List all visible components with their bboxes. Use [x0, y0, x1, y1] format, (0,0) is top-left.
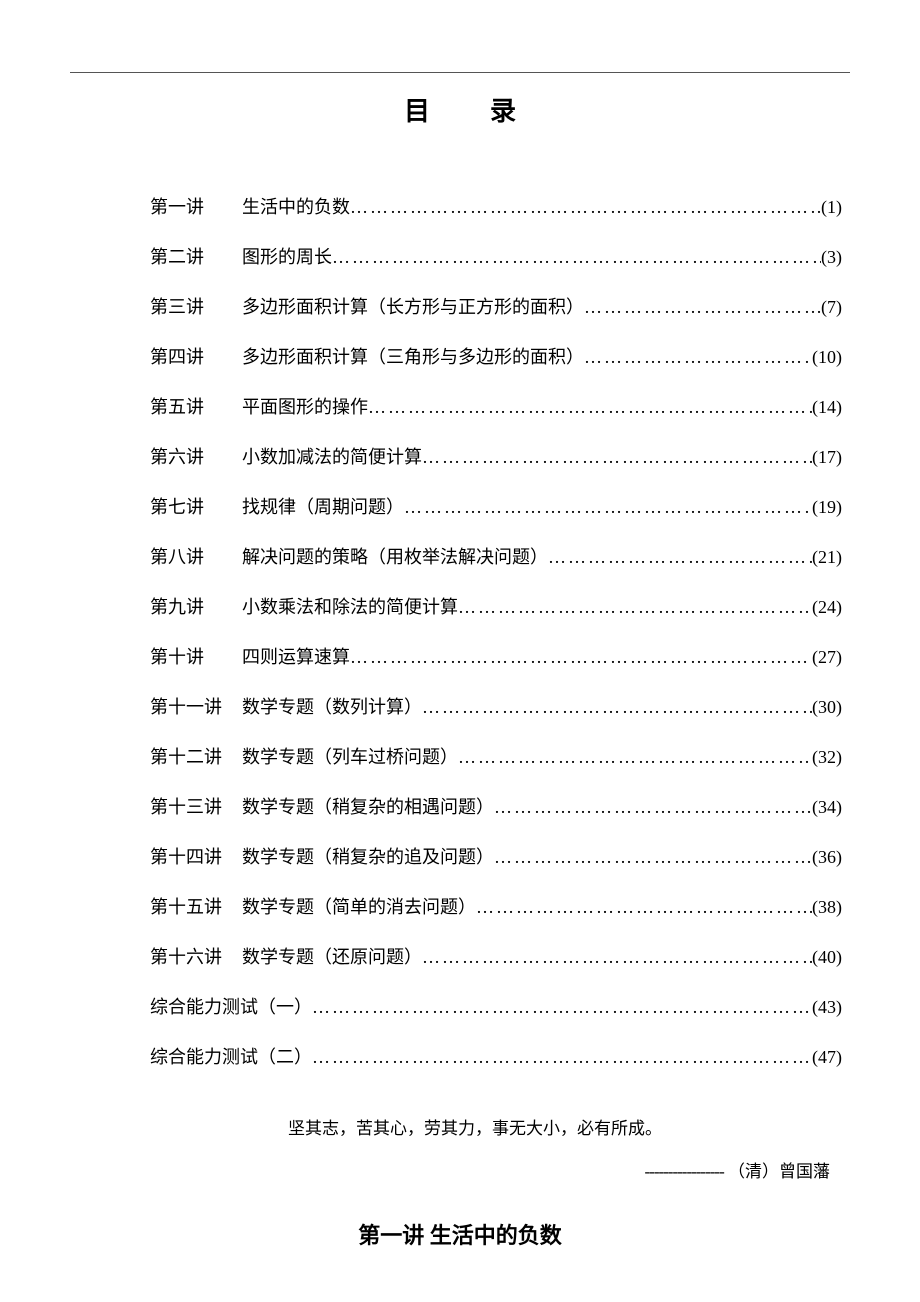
- toc-lecture-title: 图形的周长: [242, 248, 332, 266]
- toc-leader-dots: [312, 1048, 812, 1066]
- toc-leader-dots: [476, 898, 812, 916]
- toc-row: 第十一讲数学专题（数列计算） (30): [80, 698, 842, 716]
- toc-row: 第十四讲数学专题（稍复杂的追及问题） (36): [80, 848, 842, 866]
- toc-lecture-number: 第二讲: [150, 248, 242, 266]
- toc-lecture-title: 数学专题（稍复杂的相遇问题）: [242, 798, 494, 816]
- toc-page-number: (40): [812, 948, 842, 966]
- toc-page-number: (19): [812, 498, 842, 516]
- toc-row: 第一讲生活中的负数 (1): [80, 198, 842, 216]
- toc-lecture-number: 第七讲: [150, 498, 242, 516]
- quote-dash: -----------------: [645, 1162, 724, 1181]
- toc-page-number: (24): [812, 598, 842, 616]
- section-heading: 第一讲 生活中的负数: [70, 1218, 850, 1250]
- toc-lecture-number: 第十三讲: [150, 798, 242, 816]
- toc-page-number: (1): [821, 198, 842, 216]
- toc-page-number: (47): [812, 1048, 842, 1066]
- toc-lecture-title: 数学专题（还原问题）: [242, 948, 422, 966]
- toc-lecture-title: 找规律（周期问题）: [242, 498, 404, 516]
- toc-page-number: (36): [812, 848, 842, 866]
- toc-leader-dots: [368, 398, 812, 416]
- toc-lecture-number: 第五讲: [150, 398, 242, 416]
- quote-block: 坚其志，苦其心，劳其力，事无大小，必有所成。 -----------------…: [70, 1114, 850, 1182]
- toc-lecture-number: 第十四讲: [150, 848, 242, 866]
- toc-lecture-number: 第九讲: [150, 598, 242, 616]
- top-rule: [70, 72, 850, 73]
- toc-leader-dots: [458, 748, 812, 766]
- toc-lecture-number: 第六讲: [150, 448, 242, 466]
- toc-lecture-title: 综合能力测试（一）: [150, 998, 312, 1016]
- toc-lecture-title: 数学专题（数列计算）: [242, 698, 422, 716]
- toc-row: 第七讲找规律（周期问题） (19): [80, 498, 842, 516]
- toc-leader-dots: [548, 548, 812, 566]
- quote-text: 坚其志，苦其心，劳其力，事无大小，必有所成。: [70, 1114, 850, 1139]
- toc-leader-dots: [422, 448, 812, 466]
- toc-row: 第五讲平面图形的操作 (14): [80, 398, 842, 416]
- toc-row: 第六讲小数加减法的简便计算 (17): [80, 448, 842, 466]
- toc-row: 第三讲多边形面积计算（长方形与正方形的面积） (7): [80, 298, 842, 316]
- toc-leader-dots: [404, 498, 812, 516]
- toc-lecture-title: 解决问题的策略（用枚举法解决问题）: [242, 548, 548, 566]
- toc-lecture-title: 数学专题（简单的消去问题）: [242, 898, 476, 916]
- toc-lecture-number: 第四讲: [150, 348, 242, 366]
- toc-leader-dots: [494, 798, 812, 816]
- toc-row: 第十二讲数学专题（列车过桥问题） (32): [80, 748, 842, 766]
- toc-leader-dots: [458, 598, 812, 616]
- toc-lecture-title: 综合能力测试（二）: [150, 1048, 312, 1066]
- toc-lecture-number: 第一讲: [150, 198, 242, 216]
- toc-leader-dots: [494, 848, 812, 866]
- toc-page-number: (7): [821, 298, 842, 316]
- page-title: 目录: [70, 91, 850, 128]
- toc-lecture-title: 数学专题（稍复杂的追及问题）: [242, 848, 494, 866]
- toc-lecture-title: 平面图形的操作: [242, 398, 368, 416]
- toc-leader-dots: [332, 248, 821, 266]
- toc-page-number: (17): [812, 448, 842, 466]
- toc-row: 综合能力测试（二） (47): [80, 1048, 842, 1066]
- toc-page-number: (27): [812, 648, 842, 666]
- toc-lecture-title: 多边形面积计算（三角形与多边形的面积）: [242, 348, 584, 366]
- toc-lecture-title: 小数乘法和除法的简便计算: [242, 598, 458, 616]
- toc-page-number: (30): [812, 698, 842, 716]
- toc-page-number: (14): [812, 398, 842, 416]
- quote-attribution: ----------------- （清）曾国藩: [70, 1157, 850, 1182]
- toc-row: 第九讲小数乘法和除法的简便计算 (24): [80, 598, 842, 616]
- toc-leader-dots: [312, 998, 812, 1016]
- toc-row: 第十五讲数学专题（简单的消去问题） (38): [80, 898, 842, 916]
- toc-page-number: (3): [821, 248, 842, 266]
- table-of-contents: 第一讲生活中的负数 (1) 第二讲图形的周长 (3) 第三讲多边形面积计算（长方形与正方…: [70, 198, 850, 1066]
- toc-leader-dots: [422, 698, 812, 716]
- toc-page-number: (43): [812, 998, 842, 1016]
- toc-page-number: (10): [812, 348, 842, 366]
- toc-leader-dots: [422, 948, 812, 966]
- toc-leader-dots: [350, 198, 821, 216]
- toc-leader-dots: [350, 648, 812, 666]
- toc-row: 第四讲多边形面积计算（三角形与多边形的面积） (10): [80, 348, 842, 366]
- toc-lecture-title: 数学专题（列车过桥问题）: [242, 748, 458, 766]
- toc-lecture-number: 第十二讲: [150, 748, 242, 766]
- toc-page-number: (21): [812, 548, 842, 566]
- toc-lecture-title: 多边形面积计算（长方形与正方形的面积）: [242, 298, 584, 316]
- toc-lecture-number: 第八讲: [150, 548, 242, 566]
- toc-leader-dots: [584, 298, 821, 316]
- toc-lecture-number: 第十五讲: [150, 898, 242, 916]
- toc-row: 第十三讲数学专题（稍复杂的相遇问题） (34): [80, 798, 842, 816]
- toc-lecture-number: 第十六讲: [150, 948, 242, 966]
- quote-author: （清）曾国藩: [728, 1162, 830, 1181]
- toc-lecture-title: 小数加减法的简便计算: [242, 448, 422, 466]
- toc-page-number: (32): [812, 748, 842, 766]
- toc-row: 第二讲图形的周长 (3): [80, 248, 842, 266]
- toc-lecture-title: 四则运算速算: [242, 648, 350, 666]
- toc-page-number: (34): [812, 798, 842, 816]
- toc-lecture-number: 第三讲: [150, 298, 242, 316]
- toc-row: 第十讲四则运算速算 (27): [80, 648, 842, 666]
- toc-lecture-number: 第十一讲: [150, 698, 242, 716]
- toc-row: 第十六讲数学专题（还原问题） (40): [80, 948, 842, 966]
- toc-leader-dots: [584, 348, 812, 366]
- toc-row: 综合能力测试（一） (43): [80, 998, 842, 1016]
- toc-lecture-title: 生活中的负数: [242, 198, 350, 216]
- toc-row: 第八讲解决问题的策略（用枚举法解决问题） (21): [80, 548, 842, 566]
- toc-page-number: (38): [812, 898, 842, 916]
- toc-lecture-number: 第十讲: [150, 648, 242, 666]
